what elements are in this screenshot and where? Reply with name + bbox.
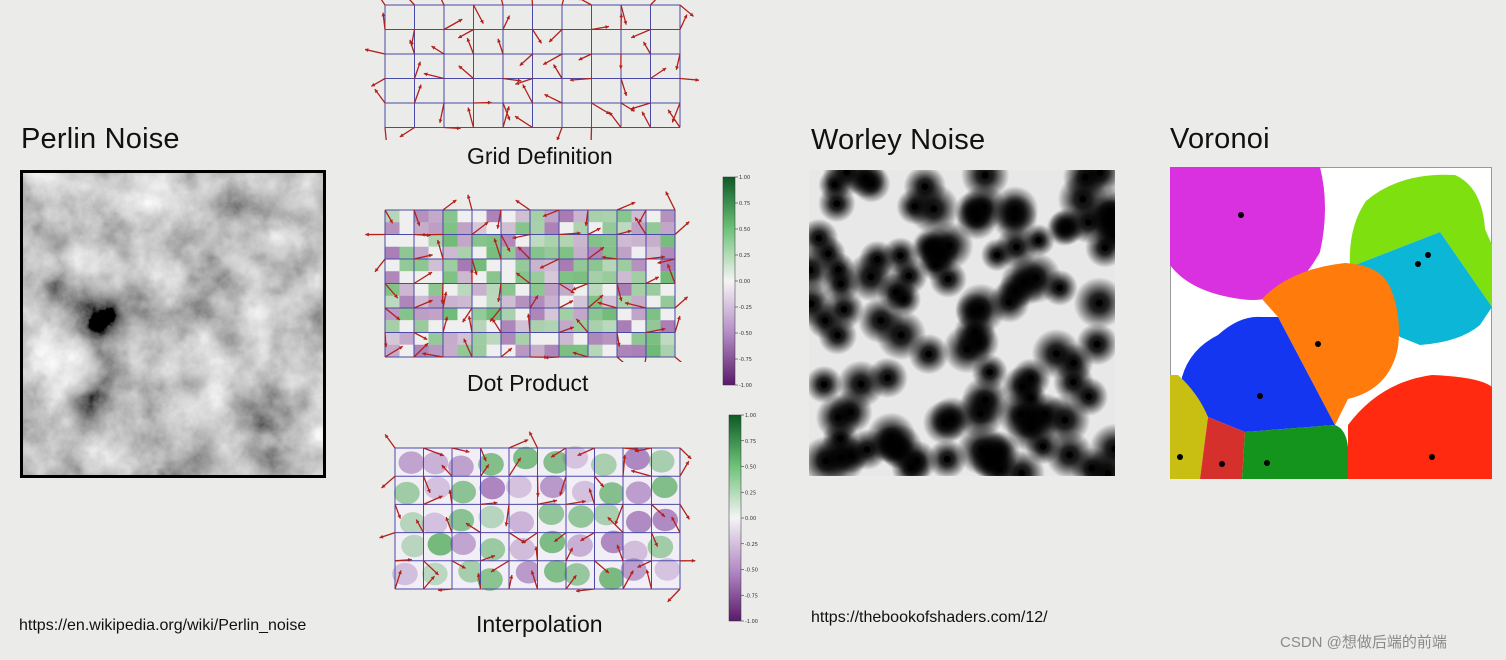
voronoi-cell-dark-green [1242,425,1348,479]
colorbar-tick-label: 0.50 [739,227,750,233]
voronoi-cell-blue [1181,316,1335,432]
worley-noise-title: Worley Noise [811,124,986,156]
voronoi-cell-red-orange [1348,375,1492,479]
perlin-noise-title: Perlin Noise [21,123,180,155]
colorbar-tick-label: -0.25 [745,542,758,548]
perlin-noise-image [20,170,326,478]
colorbar-tick-label: 0.00 [745,516,756,522]
grid-definition-caption: Grid Definition [467,143,613,169]
colorbar-tick-label: 0.75 [745,439,756,445]
voronoi-cell-magenta [1170,167,1325,301]
colorbar-tick-label: 1.00 [739,175,750,181]
colorbar-tick-label: -0.25 [739,305,752,311]
dot-product-caption: Dot Product [467,370,589,396]
colorbar-tick-label: 0.25 [739,253,750,259]
dot-product-colorbar: 1.00 0.75 0.50 0.25 0.00 -0.25 -0.50 -0.75 -1.00 [722,175,752,389]
worley-noise-image [809,170,1115,476]
voronoi-cell-red [1200,417,1245,479]
voronoi-image [1170,167,1492,479]
voronoi-cell-yellow [1170,375,1208,479]
voronoi-cell-green [1349,174,1492,307]
colorbar-tick-label: -1.00 [739,383,752,389]
dot-product-figure [365,191,690,362]
interpolation-caption: Interpolation [476,611,603,637]
interpolation-colorbar: 1.00 0.75 0.50 0.25 0.00 -0.25 -0.50 -0.75 -1.00 [728,413,758,625]
colorbar-tick-label: 0.25 [745,490,756,496]
colorbar-tick-label: -0.50 [739,331,752,337]
colorbar-tick-label: -0.50 [745,568,758,574]
worley-noise-link[interactable]: https://thebookofshaders.com/12/ [811,609,1048,626]
colorbar-tick-label: 0.75 [739,201,750,207]
colorbar-tick-label: 0.00 [739,279,750,285]
perlin-noise-link[interactable]: https://en.wikipedia.org/wiki/Perlin_noi… [19,617,307,634]
colorbar-tick-label: -0.75 [739,357,752,363]
colorbar-tick-label: 1.00 [745,413,756,419]
colorbar-tick-label: 0.50 [745,465,756,471]
colorbar-tick-label: -0.75 [745,593,758,599]
voronoi-title: Voronoi [1170,123,1270,155]
watermark-text: CSDN @想做后端的前端 [1280,634,1447,651]
grid-definition-figure [365,0,700,140]
voronoi-cell-orange [1262,263,1399,425]
colorbar-tick-label: -1.00 [745,619,758,625]
interpolation-figure [379,431,696,603]
